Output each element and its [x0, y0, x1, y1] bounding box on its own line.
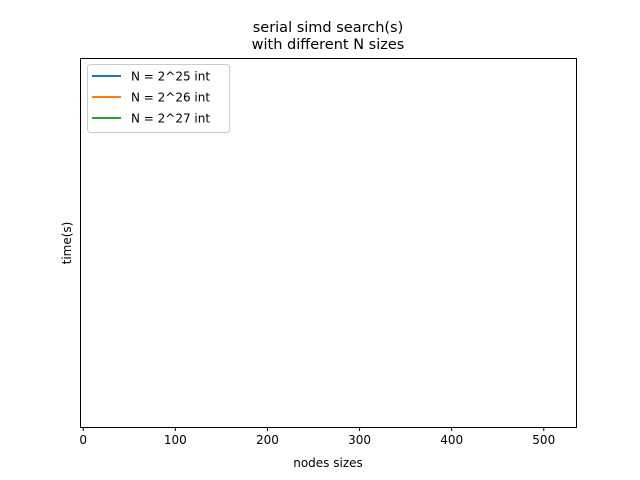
x-tick-label: 500	[532, 433, 555, 447]
x-tick-label: 100	[164, 433, 187, 447]
x-tick-label: 300	[348, 433, 371, 447]
y-axis-label: time(s)	[60, 222, 74, 265]
legend-frame	[87, 64, 230, 133]
chart-title-line-2: with different N sizes	[252, 37, 405, 53]
chart-title-line-1: serial simd search(s)	[253, 20, 404, 36]
legend-label-1: N = 2^25 int	[131, 70, 210, 84]
x-tick-label: 400	[440, 433, 463, 447]
x-tick-label: 0	[79, 433, 87, 447]
x-axis-ticks: 0 100 200 300 400 500	[79, 427, 555, 447]
legend: N = 2^25 int N = 2^26 int N = 2^27 int	[87, 64, 230, 133]
x-tick-label: 200	[256, 433, 279, 447]
legend-label-2: N = 2^26 int	[131, 91, 210, 105]
legend-label-3: N = 2^27 int	[131, 112, 210, 126]
legend-entries: N = 2^25 int N = 2^26 int N = 2^27 int	[92, 70, 210, 126]
x-axis-label: nodes sizes	[293, 456, 363, 470]
